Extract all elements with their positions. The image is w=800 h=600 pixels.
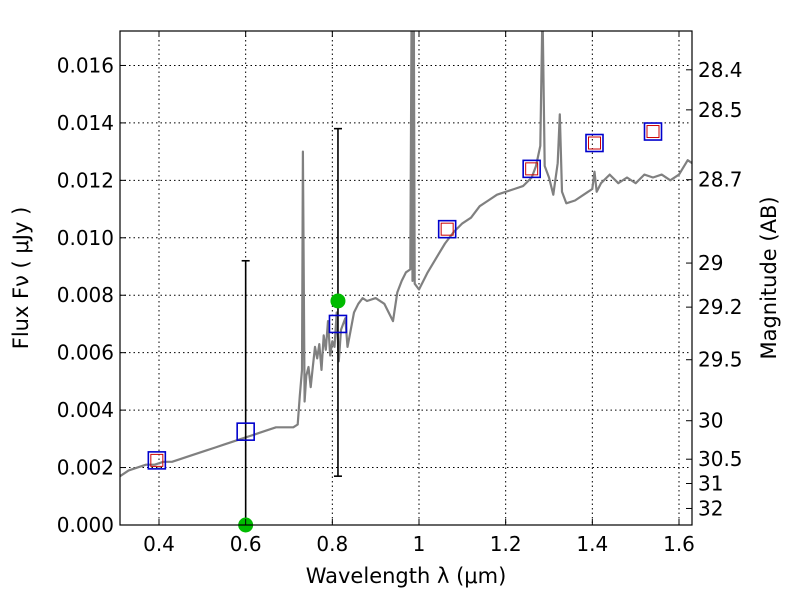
- model-spectrum-line: [120, 31, 692, 478]
- mag-tick-label: 29.2: [698, 295, 743, 319]
- y-tick-label: 0.014: [57, 111, 114, 135]
- x-tick-label: 0.4: [143, 532, 175, 556]
- model-photometry-marker: [525, 162, 539, 176]
- x-tick-label: 1.4: [576, 532, 608, 556]
- observed-photometry-marker: [236, 422, 255, 441]
- x-tick-label: 1.2: [490, 532, 522, 556]
- y-tick-label: 0.000: [57, 513, 114, 537]
- mag-tick-label: 32: [698, 496, 723, 520]
- ticks-layer: [120, 31, 692, 526]
- observed-photometry-marker: [147, 451, 167, 470]
- y-axis-right-title: Magnitude (AB): [757, 196, 781, 359]
- mag-tick-label: 30: [698, 409, 723, 433]
- y-tick-label: 0.004: [57, 398, 114, 422]
- y-axis-title: Flux Fν ( μJy ): [9, 207, 33, 350]
- model-photometry-marker: [646, 125, 660, 139]
- x-tick-label: 1: [413, 532, 426, 556]
- y-tick-label: 0.012: [57, 168, 114, 192]
- mag-tick-label: 29: [698, 251, 723, 275]
- observed-photometry-marker: [585, 133, 604, 153]
- observed-photometry-marker: [522, 159, 541, 179]
- observed-photometry-marker: [328, 314, 348, 334]
- y-tick-label: 0.008: [57, 283, 114, 307]
- model-photometry-marker: [150, 453, 164, 467]
- measured-flux-marker: [330, 293, 346, 309]
- observed-photometry-marker: [437, 219, 457, 239]
- x-tick-label: 0.8: [316, 532, 348, 556]
- mag-tick-label: 30.5: [698, 447, 743, 471]
- model-photometry-marker: [440, 222, 454, 236]
- mag-tick-label: 31: [698, 471, 723, 495]
- plot-frame: [119, 30, 693, 526]
- mag-tick-label: 29.5: [698, 348, 743, 372]
- model-photometry-marker: [588, 136, 601, 150]
- tick-labels-layer: 0.4 0.6 0.8 1 1.2 1.4 1.6 0.000 0.002 0.004 0.006 0…: [57, 53, 743, 556]
- mag-tick-label: 28.4: [698, 58, 743, 82]
- spectrum-layer: [120, 31, 692, 478]
- x-axis-title: Wavelength λ (μm): [306, 564, 507, 588]
- observed-photometry-marker: [643, 122, 663, 141]
- y-tick-label: 0.016: [57, 53, 114, 77]
- y-tick-label: 0.010: [57, 226, 114, 250]
- mag-tick-label: 28.5: [698, 98, 743, 122]
- x-tick-label: 1.6: [663, 532, 695, 556]
- y-tick-label: 0.006: [57, 341, 114, 365]
- mag-tick-label: 28.7: [698, 168, 743, 192]
- x-tick-label: 0.6: [230, 532, 262, 556]
- y-tick-label: 0.002: [57, 456, 114, 480]
